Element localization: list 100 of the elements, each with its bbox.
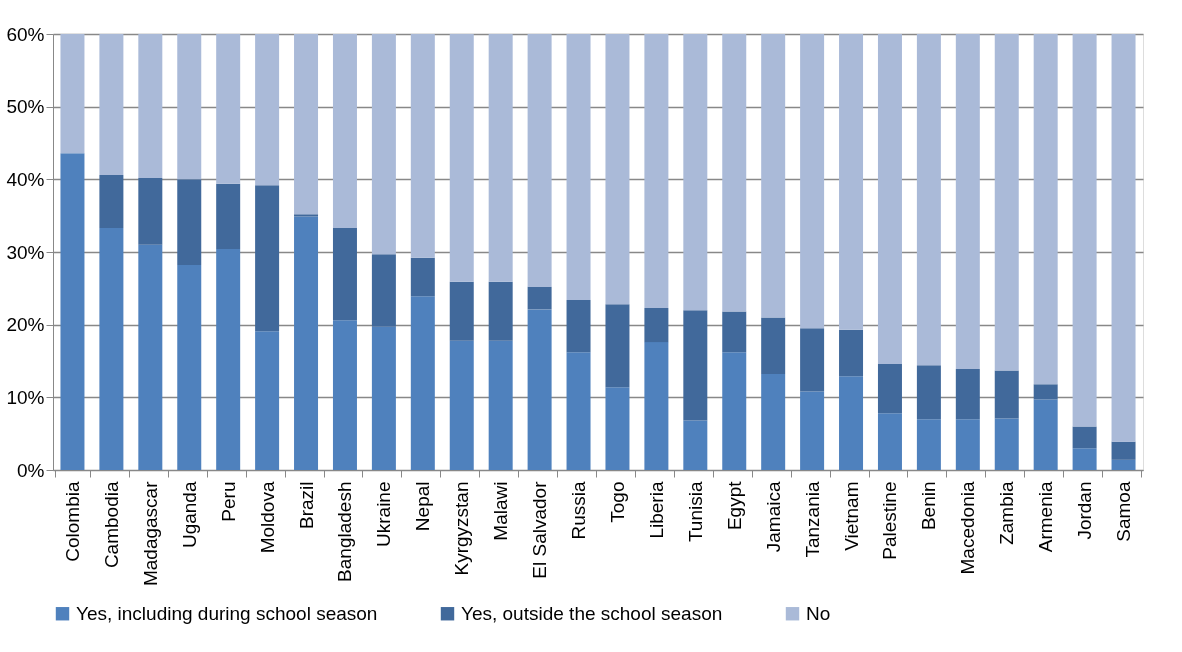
x-tick-label: Russia [568,481,590,540]
bar [877,413,902,470]
x-tick-label: Tanzania [801,481,823,558]
bar [1033,384,1058,400]
bar [916,419,941,470]
bar [449,281,474,341]
bar [294,214,319,217]
bar [566,34,591,300]
bar [527,309,552,470]
x-tick-label: Colombia [61,481,83,562]
bar [800,328,825,392]
legend-label: Yes, outside the school season [461,602,723,624]
x-tick-label: Kyrgyzstan [451,481,473,576]
bar [99,34,124,175]
bar [371,326,396,470]
bar [371,254,396,327]
bar [1033,34,1058,385]
bar [994,370,1019,419]
bar [332,228,357,321]
bar [916,34,941,366]
bar [410,296,435,470]
bar [99,174,124,229]
bar [644,307,669,343]
x-tick-label: Liberia [645,481,667,539]
bar [644,342,669,470]
bar [877,34,902,364]
bar [410,257,435,297]
bar [605,387,630,470]
bar [449,34,474,282]
bar [761,34,786,318]
bar [216,34,241,184]
bar [994,418,1019,470]
bar [994,34,1019,371]
bar [177,34,202,180]
bar [255,331,280,470]
bar [138,34,163,178]
bar [722,311,747,353]
bar [1072,34,1097,427]
bar [488,340,513,470]
bar [138,244,163,470]
bar [294,216,319,470]
bar [332,34,357,229]
x-tick-label: Tunisia [684,481,706,543]
bar [177,265,202,470]
bar [683,420,708,470]
bar [332,320,357,470]
bar [722,34,747,312]
x-tick-label: Malawi [490,481,512,541]
bar [605,34,630,305]
bar [294,34,319,215]
bar [1033,399,1058,470]
y-tick-label: 0% [17,459,45,481]
y-tick-label: 60% [6,23,45,45]
bar [255,34,280,186]
bar [99,228,124,470]
x-tick-label: Palestine [879,481,901,560]
x-tick-label: Jamaica [762,481,784,553]
x-tick-label: Togo [606,481,628,523]
x-tick-label: Ukraine [373,481,395,547]
bar [800,391,825,470]
bar [839,329,864,377]
bar [371,34,396,255]
bar [761,374,786,470]
bar [1111,34,1136,442]
x-tick-label: Nepal [412,481,434,532]
bar [566,352,591,470]
bar [410,34,435,258]
bar [722,352,747,470]
bar [488,34,513,282]
y-tick-label: 40% [6,168,45,190]
x-tick-label: Benin [918,481,940,531]
bar [216,249,241,470]
bar [605,304,630,388]
y-tick-label: 20% [6,314,45,336]
bar [683,34,708,311]
x-tick-label: Cambodia [100,481,122,569]
legend-label: Yes, including during school season [76,602,378,624]
x-tick-label: Vietnam [840,481,862,551]
legend-label: No [806,602,831,624]
x-tick-label: Bangladesh [334,481,356,582]
bar [527,34,552,287]
bar [1111,441,1136,460]
x-tick-label: Samoa [1113,481,1135,542]
x-tick-label: Brazil [295,481,317,530]
bar [839,34,864,330]
x-tick-label: Zambia [996,481,1018,545]
bar [877,363,902,414]
bar [839,376,864,470]
bar [1072,426,1097,449]
bar [1072,448,1097,470]
bar [761,317,786,375]
bar [916,365,941,420]
x-tick-label: Uganda [178,481,200,549]
bar [644,34,669,308]
bar [449,340,474,470]
x-tick-label: El Salvador [529,480,551,579]
bar [527,286,552,310]
bar [255,185,280,332]
x-tick-label: Peru [217,481,239,522]
bar [177,179,202,266]
